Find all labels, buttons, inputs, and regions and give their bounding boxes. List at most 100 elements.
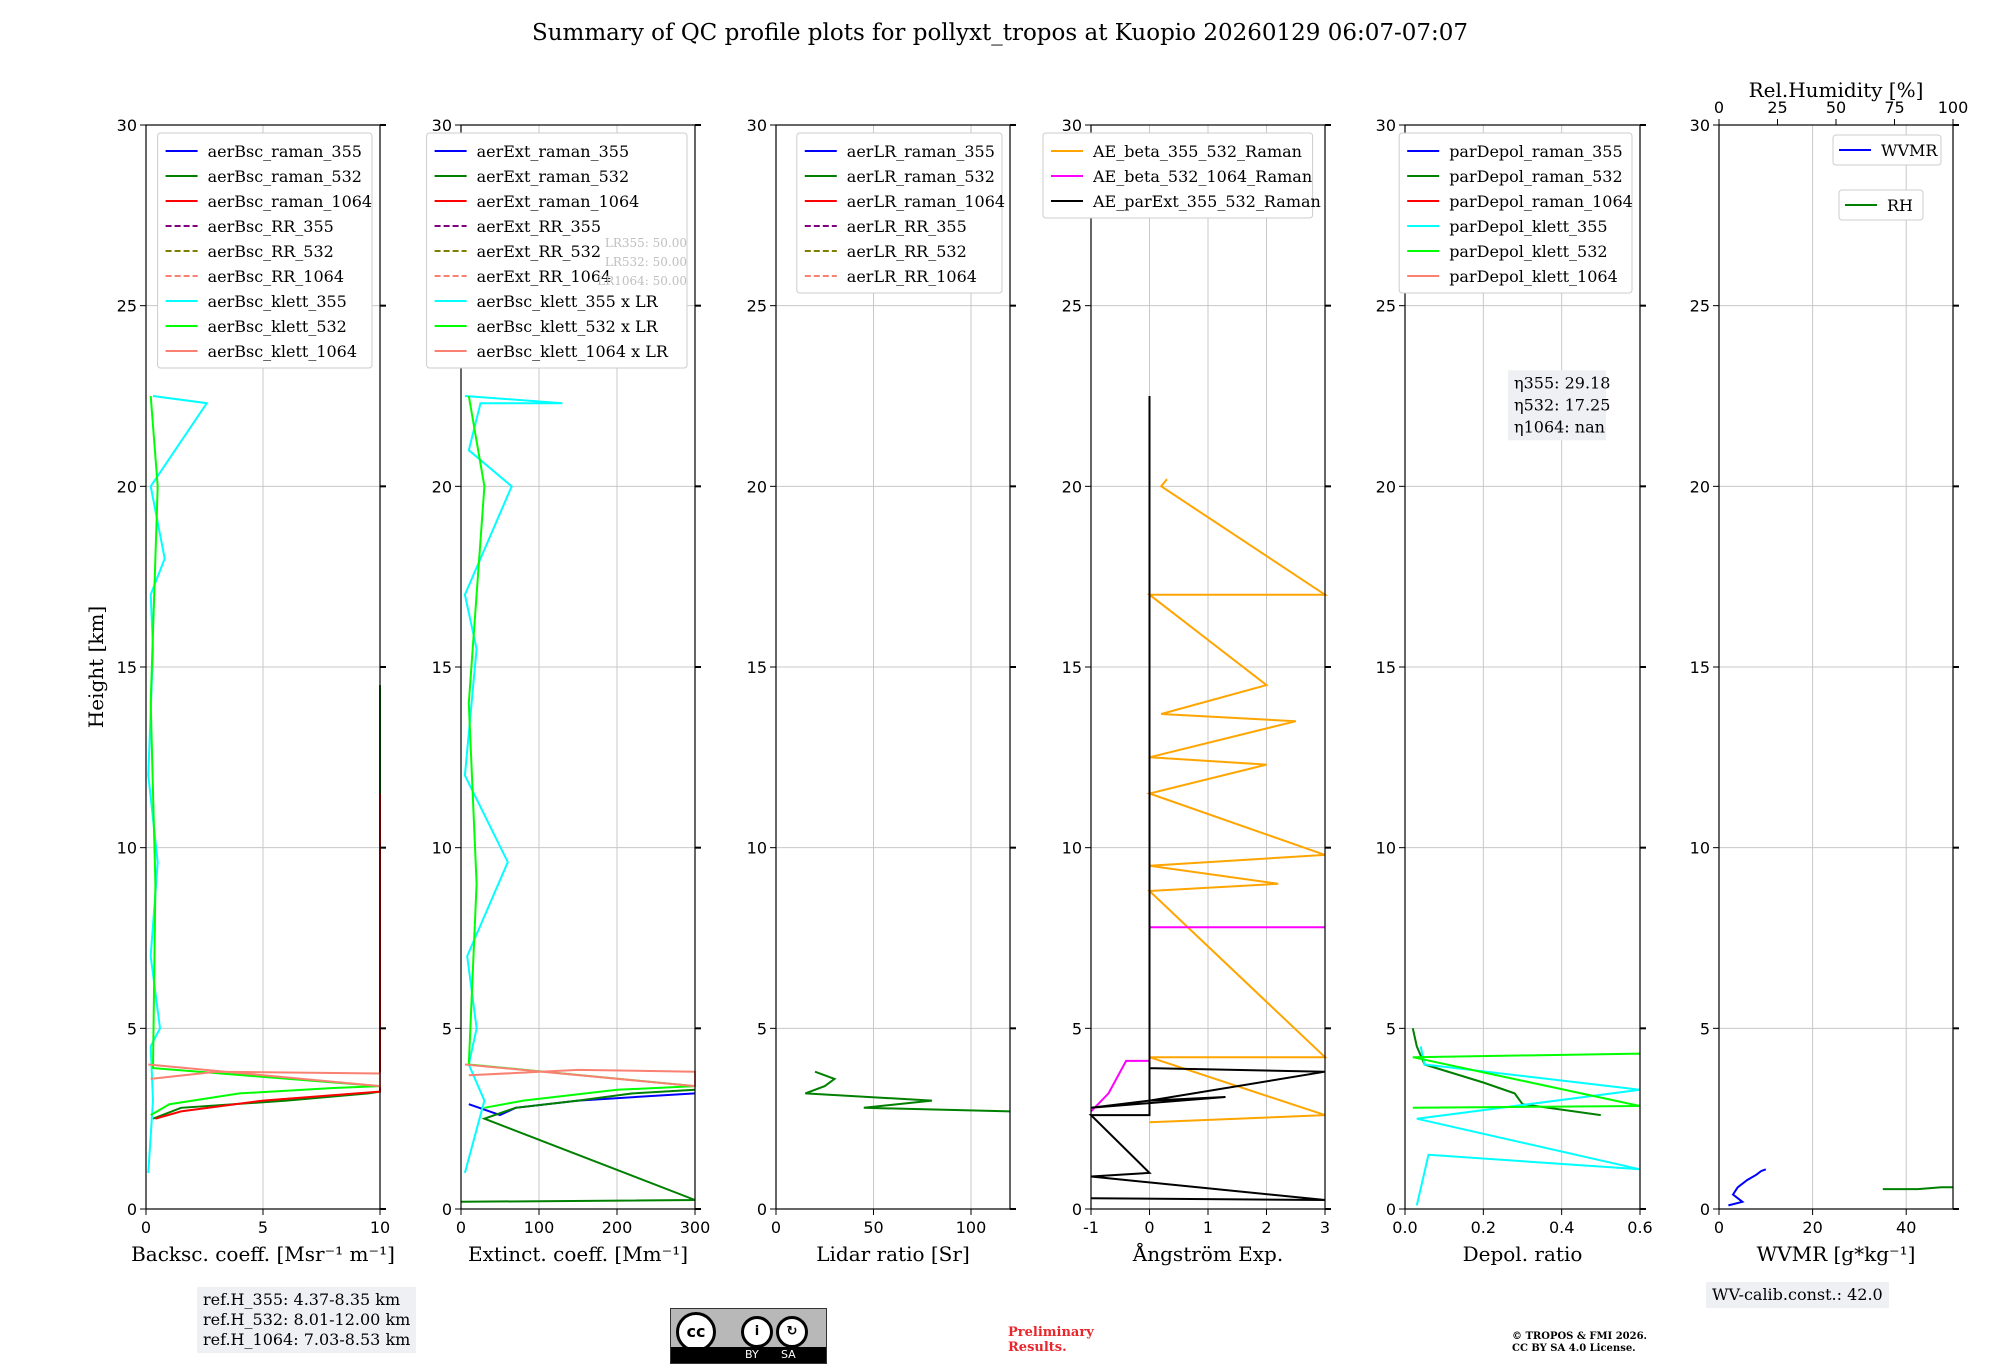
legend-entry: aerBsc_klett_1064 xyxy=(208,342,357,361)
legend-entry: aerBsc_raman_1064 xyxy=(208,192,373,211)
legend-entry: RH xyxy=(1887,196,1913,215)
y-tick-label: 25 xyxy=(1376,297,1396,316)
legend-box xyxy=(796,132,1003,294)
legend-entry: parDepol_raman_355 xyxy=(1449,142,1622,161)
cc-icon: cc xyxy=(676,1312,716,1352)
eta-box xyxy=(1508,370,1606,441)
x-axis-label: Depol. ratio xyxy=(1463,1242,1583,1266)
chart-panel-extinction: 0100200300051015202530Extinct. coeff. [M… xyxy=(426,116,710,1266)
legend-entry: parDepol_klett_532 xyxy=(1449,242,1607,261)
y-tick-label: 5 xyxy=(1700,1019,1710,1038)
ref-height-532: ref.H_532: 8.01-12.00 km xyxy=(203,1310,411,1329)
legend-entry: aerBsc_klett_532 x LR xyxy=(477,317,659,336)
legend-entry: aerLR_RR_355 xyxy=(847,217,967,236)
legend-entry: aerLR_RR_532 xyxy=(847,242,967,261)
x-tick-label: 0 xyxy=(141,1218,151,1237)
legend-entry: aerBsc_RR_532 xyxy=(208,242,334,261)
series-line-pardepol-klett-355 xyxy=(1415,1046,1641,1206)
x-tick-label: 0 xyxy=(1144,1218,1154,1237)
preliminary-note: Preliminary Results. xyxy=(1008,1325,1094,1355)
x-tick-label: 40 xyxy=(1896,1218,1916,1237)
x-tick-label: 2 xyxy=(1261,1218,1271,1237)
legend-entry: aerBsc_klett_355 xyxy=(208,292,347,311)
lidar-ratio-note: LR532: 50.00 xyxy=(605,255,687,269)
legend-entry: aerBsc_RR_1064 xyxy=(208,267,344,286)
y-tick-label: 15 xyxy=(117,658,137,677)
y-tick-label: 0 xyxy=(1700,1200,1710,1219)
y-tick-label: 5 xyxy=(1386,1019,1396,1038)
y-tick-label: 0 xyxy=(757,1200,767,1219)
x-tick-label: -1 xyxy=(1083,1218,1099,1237)
y-tick-label: 10 xyxy=(747,839,767,858)
legend-entry: aerExt_raman_355 xyxy=(477,142,630,161)
legend-entry: AE_beta_532_1064_Raman xyxy=(1092,167,1312,186)
x-tick-label: 1 xyxy=(1203,1218,1213,1237)
series-line-aerbsc-raman-1064 xyxy=(155,793,381,1120)
x-tick-label: 0.0 xyxy=(1392,1218,1417,1237)
y-tick-label: 0 xyxy=(442,1200,452,1219)
y-tick-label: 5 xyxy=(757,1019,767,1038)
eta-label: η532: 17.25 xyxy=(1514,395,1610,414)
y-tick-label: 20 xyxy=(1690,477,1710,496)
x-axis-label: WVMR [g*kg⁻¹] xyxy=(1757,1242,1916,1266)
legend-entry: aerBsc_klett_355 x LR xyxy=(477,292,659,311)
y-tick-label: 10 xyxy=(1376,839,1396,858)
legend-box xyxy=(1832,134,1942,166)
legend-entry: aerExt_raman_1064 xyxy=(477,192,640,211)
y-tick-label: 0 xyxy=(1386,1200,1396,1219)
x-axis-label: Lidar ratio [Sr] xyxy=(816,1242,970,1266)
legend-entry: aerBsc_klett_532 xyxy=(208,317,347,336)
x-axis-label: Ångström Exp. xyxy=(1132,1241,1283,1266)
x-tick-label: 50 xyxy=(863,1218,883,1237)
x-tick-label: 0.2 xyxy=(1471,1218,1496,1237)
x-axis-label: Extinct. coeff. [Mm⁻¹] xyxy=(468,1242,688,1266)
legend-entry: aerBsc_raman_355 xyxy=(208,142,362,161)
copyright-line-2: CC BY SA 4.0 License. xyxy=(1512,1343,1636,1354)
series-line-aerbsc-klett-1064-x-lr xyxy=(464,1063,696,1088)
series-line-aerbsc-raman-532 xyxy=(152,685,381,1120)
y-tick-label: 25 xyxy=(1690,297,1710,316)
y-tick-label: 20 xyxy=(1376,477,1396,496)
top-x-tick-label: 25 xyxy=(1767,98,1787,117)
wv-calibration-constant: WV-calib.const.: 42.0 xyxy=(1712,1285,1883,1304)
chart-panel-depolarization: 0.0 0.2 0.4 0.6 0 5 10 15 20 25 30 Depol. ratio parD… xyxy=(1376,116,1653,1266)
series-line-aerbsc-klett-355-x-lr xyxy=(463,395,563,1174)
legend-entry: aerLR_raman_355 xyxy=(847,142,995,161)
y-tick-label: 30 xyxy=(1062,116,1082,135)
series-line-ae-beta-355-532-raman xyxy=(1145,478,1329,1124)
x-tick-label: 0 xyxy=(456,1218,466,1237)
top-axis-label: Rel.Humidity [%] xyxy=(1749,78,1924,102)
x-tick-label: 0.4 xyxy=(1549,1218,1574,1237)
series-line-aerbsc-klett-532-x-lr xyxy=(467,395,696,1109)
series-line-aerlr-raman-532 xyxy=(804,1070,1011,1113)
y-tick-label: 10 xyxy=(432,839,452,858)
legend-entry: aerLR_RR_1064 xyxy=(847,267,977,286)
y-tick-label: 5 xyxy=(1072,1019,1082,1038)
y-tick-label: 25 xyxy=(117,297,137,316)
y-tick-label: 10 xyxy=(117,839,137,858)
y-tick-label: 15 xyxy=(1690,658,1710,677)
legend-entry: parDepol_raman_532 xyxy=(1449,167,1622,186)
legend-entry: AE_beta_355_532_Raman xyxy=(1092,142,1302,161)
series-line-pardepol-raman-532 xyxy=(1411,1028,1601,1117)
sa-label: SA xyxy=(781,1348,796,1361)
legend-box xyxy=(157,132,373,369)
legend-entry: parDepol_klett_355 xyxy=(1449,217,1607,236)
y-tick-label: 0 xyxy=(127,1200,137,1219)
x-tick-label: 20 xyxy=(1802,1218,1822,1237)
legend-entry: aerBsc_klett_1064 x LR xyxy=(477,342,669,361)
y-tick-label: 15 xyxy=(1062,658,1082,677)
legend-box xyxy=(1838,189,1924,221)
y-tick-label: 15 xyxy=(1376,658,1396,677)
y-tick-label: 30 xyxy=(1690,116,1710,135)
x-tick-label: 5 xyxy=(258,1218,268,1237)
series-line-aerbsc-klett-355 xyxy=(147,395,209,1173)
ref-height-1064: ref.H_1064: 7.03-8.53 km xyxy=(203,1330,411,1349)
chart-panel-water_vapor: 0 20 40 0 5 10 15 20 25 30 WVMR [g*kg⁻¹] 0 25 50 75 100… xyxy=(1690,78,1969,1266)
y-tick-label: 30 xyxy=(432,116,452,135)
legend-entry: parDepol_klett_1064 xyxy=(1449,267,1618,286)
y-tick-label: 0 xyxy=(1072,1200,1082,1219)
y-tick-label: 20 xyxy=(117,477,137,496)
